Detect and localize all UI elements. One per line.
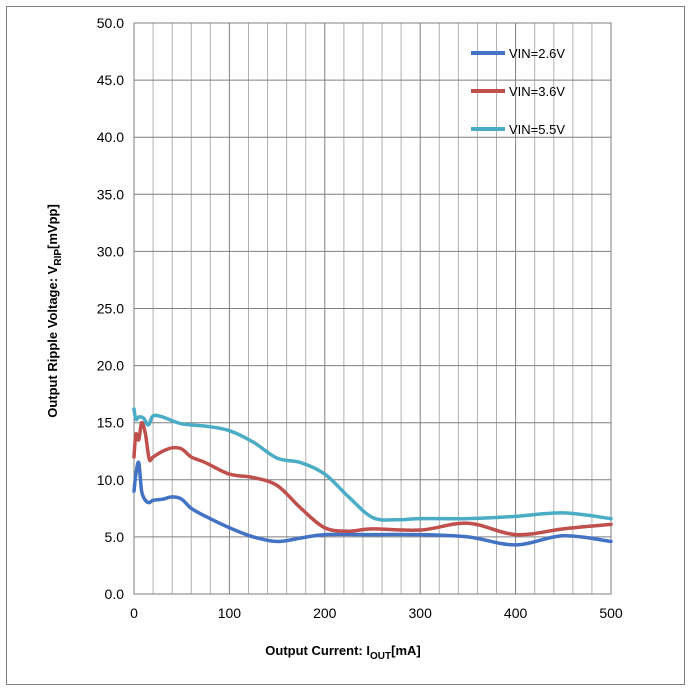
x-tick-label: 0	[130, 605, 138, 621]
y-tick-label: 25.0	[97, 301, 124, 317]
legend-label-2: VIN=3.6V	[509, 84, 565, 99]
legend-label-3: VIN=5.5V	[509, 122, 565, 137]
grid	[134, 23, 611, 594]
series-line-1	[132, 460, 613, 547]
y-tick-labels: 0.0 5.0 10.0 15.0 20.0 25.0 30.0 35.0 40.0 45.0 50…	[97, 15, 124, 602]
y-tick-label: 5.0	[105, 529, 125, 545]
y-tick-label: 20.0	[97, 358, 124, 374]
plot-area	[133, 22, 612, 595]
x-axis-title: Output Current: IOUT[mA]	[265, 643, 420, 662]
x-tick-label: 500	[599, 605, 623, 621]
ripple-voltage-chart: 0 100 200 300 400 500 0.0 5.0 10.0 15.0 20.0 25.0 3…	[45, 15, 623, 662]
y-tick-label: 50.0	[97, 15, 124, 31]
series-line-3	[132, 407, 613, 522]
y-tick-label: 35.0	[97, 186, 124, 202]
y-tick-label: 10.0	[97, 472, 124, 488]
legend: VIN=2.6V VIN=3.6V VIN=5.5V	[471, 46, 565, 137]
chart-frame: 0 100 200 300 400 500 0.0 5.0 10.0 15.0 20.0 25.0 3…	[6, 6, 685, 685]
x-tick-label: 300	[409, 605, 433, 621]
y-tick-label: 15.0	[97, 415, 124, 431]
y-tick-label: 40.0	[97, 129, 124, 145]
series-lines	[132, 407, 613, 547]
x-tick-labels: 0 100 200 300 400 500	[130, 605, 623, 621]
y-axis-title: Output Ripple Voltage: VRIP[mVpp]	[45, 204, 64, 418]
y-tick-label: 45.0	[97, 72, 124, 88]
legend-label-1: VIN=2.6V	[509, 46, 565, 61]
y-tick-label: 30.0	[97, 243, 124, 259]
series-line-2	[132, 420, 613, 537]
x-tick-label: 400	[504, 605, 528, 621]
y-tick-label: 0.0	[105, 586, 125, 602]
x-tick-label: 200	[313, 605, 337, 621]
x-tick-label: 100	[218, 605, 242, 621]
